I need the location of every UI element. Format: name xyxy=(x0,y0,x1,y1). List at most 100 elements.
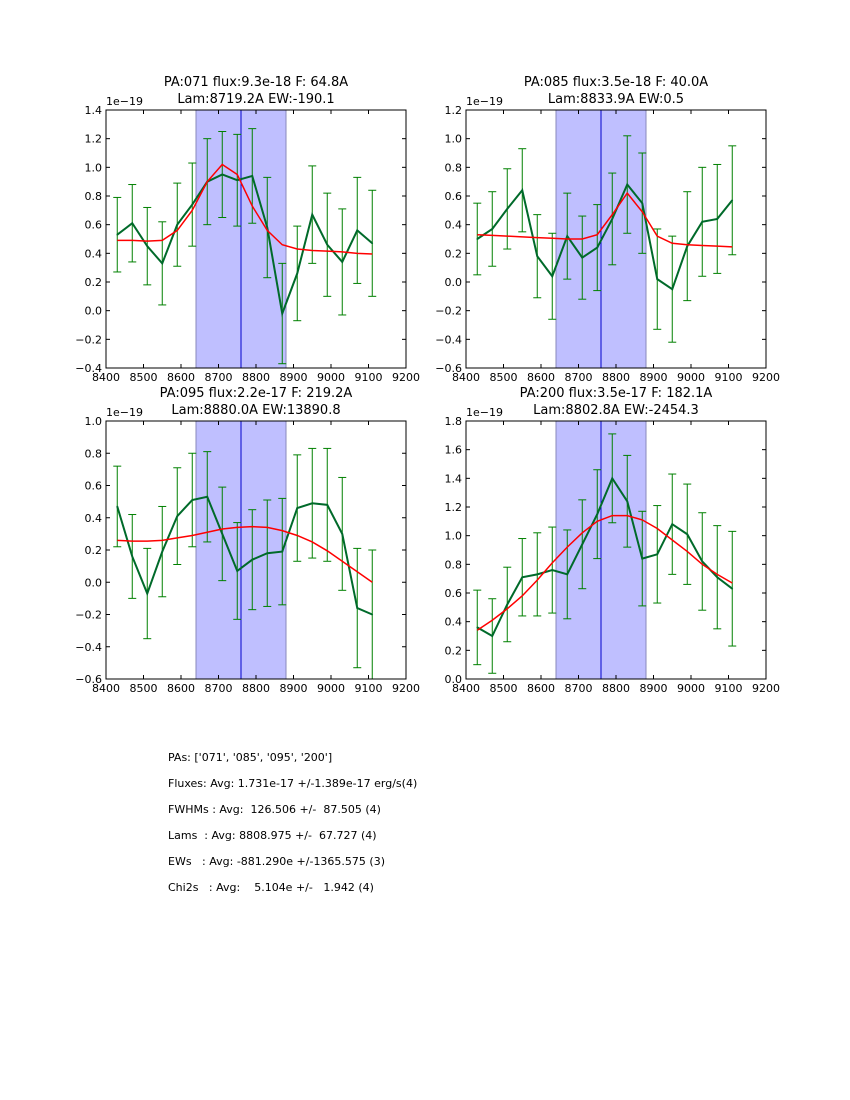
data-point xyxy=(506,208,509,210)
data-point xyxy=(641,202,644,204)
y-tick-label: 1.2 xyxy=(85,133,103,146)
y-scale-label: 1e−19 xyxy=(466,406,503,419)
x-tick-label: 8800 xyxy=(242,371,270,384)
summary-lams: Lams : Avg: 8808.975 +/- 67.727 (4) xyxy=(168,829,377,842)
plot-area xyxy=(473,421,737,679)
data-point xyxy=(731,587,734,590)
data-point xyxy=(371,242,374,245)
y-tick-label: 1.0 xyxy=(85,161,103,174)
data-point xyxy=(116,505,119,508)
data-point xyxy=(311,502,314,505)
x-tick-label: 9000 xyxy=(317,682,345,695)
y-tick-label: 0.4 xyxy=(445,219,463,232)
y-tick-label: 0.6 xyxy=(445,190,463,203)
data-point xyxy=(656,553,659,556)
x-tick-label: 9000 xyxy=(677,682,705,695)
x-tick-label: 8500 xyxy=(490,371,518,384)
data-point xyxy=(611,477,614,480)
x-tick-label: 8600 xyxy=(527,682,555,695)
summary-fwhms: FWHMs : Avg: 126.506 +/- 87.505 (4) xyxy=(168,803,381,816)
x-tick-label: 8700 xyxy=(205,682,233,695)
data-point xyxy=(326,243,329,246)
data-point xyxy=(686,245,689,247)
x-tick-label: 9200 xyxy=(752,371,780,384)
data-point xyxy=(191,203,194,206)
data-point xyxy=(671,523,674,525)
data-point xyxy=(536,255,539,257)
y-tick-label: 1.6 xyxy=(445,444,463,457)
data-point xyxy=(551,569,554,571)
data-point xyxy=(566,573,569,576)
model-series-line xyxy=(117,525,373,583)
y-tick-label: 0.6 xyxy=(445,587,463,600)
panel-title-line2: Lam:8880.0A EW:13890.8 xyxy=(171,403,340,418)
data-point xyxy=(626,183,629,186)
x-tick-label: 9100 xyxy=(715,371,743,384)
data-point xyxy=(596,246,599,249)
data-point xyxy=(206,495,209,498)
y-tick-label: 1.8 xyxy=(445,415,463,428)
data-point xyxy=(611,218,614,220)
data-series-line xyxy=(116,495,373,616)
data-point xyxy=(161,262,164,265)
x-tick-label: 8600 xyxy=(527,371,555,384)
data-point xyxy=(476,626,479,629)
data-point xyxy=(686,533,689,536)
data-point xyxy=(281,550,284,553)
x-tick-label: 8800 xyxy=(602,682,630,695)
x-tick-label: 8800 xyxy=(242,682,270,695)
plot-area xyxy=(113,110,377,368)
data-point xyxy=(236,570,239,572)
data-point xyxy=(251,558,254,561)
x-tick-label: 8500 xyxy=(130,371,158,384)
panel-title-line1: PA:095 flux:2.2e-17 F: 219.2A xyxy=(160,386,353,401)
x-tick-label: 9200 xyxy=(392,682,420,695)
y-tick-label: 0.4 xyxy=(85,512,103,525)
data-point xyxy=(191,499,194,501)
data-series-line xyxy=(116,173,373,318)
data-point xyxy=(536,573,539,576)
y-tick-label: 0.0 xyxy=(445,673,463,686)
y-tick-label: 0.8 xyxy=(85,190,103,203)
data-point xyxy=(116,233,119,236)
panel-title-line2: Lam:8719.2A EW:-190.1 xyxy=(177,92,334,107)
x-tick-label: 9000 xyxy=(317,371,345,384)
x-tick-label: 8500 xyxy=(490,682,518,695)
x-tick-label: 8900 xyxy=(280,682,308,695)
x-tick-label: 9200 xyxy=(392,371,420,384)
y-tick-label: −0.6 xyxy=(435,362,462,375)
data-point xyxy=(176,515,179,517)
data-point xyxy=(131,555,134,558)
data-point xyxy=(221,173,224,176)
y-scale-label: 1e−19 xyxy=(466,95,503,108)
y-tick-label: 1.2 xyxy=(445,501,463,514)
y-tick-label: 0.2 xyxy=(85,544,103,557)
x-tick-label: 8600 xyxy=(167,371,195,384)
y-tick-label: 0.0 xyxy=(85,305,103,318)
plot-area xyxy=(473,110,737,368)
x-tick-label: 8400 xyxy=(92,371,120,384)
data-point xyxy=(506,603,509,606)
data-point xyxy=(356,607,359,609)
x-tick-label: 8500 xyxy=(130,682,158,695)
y-tick-label: 0.2 xyxy=(85,276,103,289)
data-point xyxy=(341,533,344,535)
data-point xyxy=(146,592,149,595)
data-point xyxy=(356,229,359,232)
x-tick-label: 9100 xyxy=(355,682,383,695)
panel-title-line2: Lam:8802.8A EW:-2454.3 xyxy=(533,403,699,418)
y-tick-label: 1.4 xyxy=(445,472,463,485)
data-point xyxy=(581,256,584,259)
summary-chi2s: Chi2s : Avg: 5.104e +/- 1.942 (4) xyxy=(168,881,374,894)
data-point xyxy=(176,223,179,226)
x-tick-label: 8700 xyxy=(205,371,233,384)
data-point xyxy=(596,513,599,515)
x-tick-label: 8400 xyxy=(452,682,480,695)
data-point xyxy=(251,175,254,177)
y-tick-label: −0.4 xyxy=(75,362,102,375)
y-tick-label: −0.4 xyxy=(435,333,462,346)
data-point xyxy=(311,213,314,216)
data-point xyxy=(221,533,224,535)
data-point xyxy=(371,613,374,616)
